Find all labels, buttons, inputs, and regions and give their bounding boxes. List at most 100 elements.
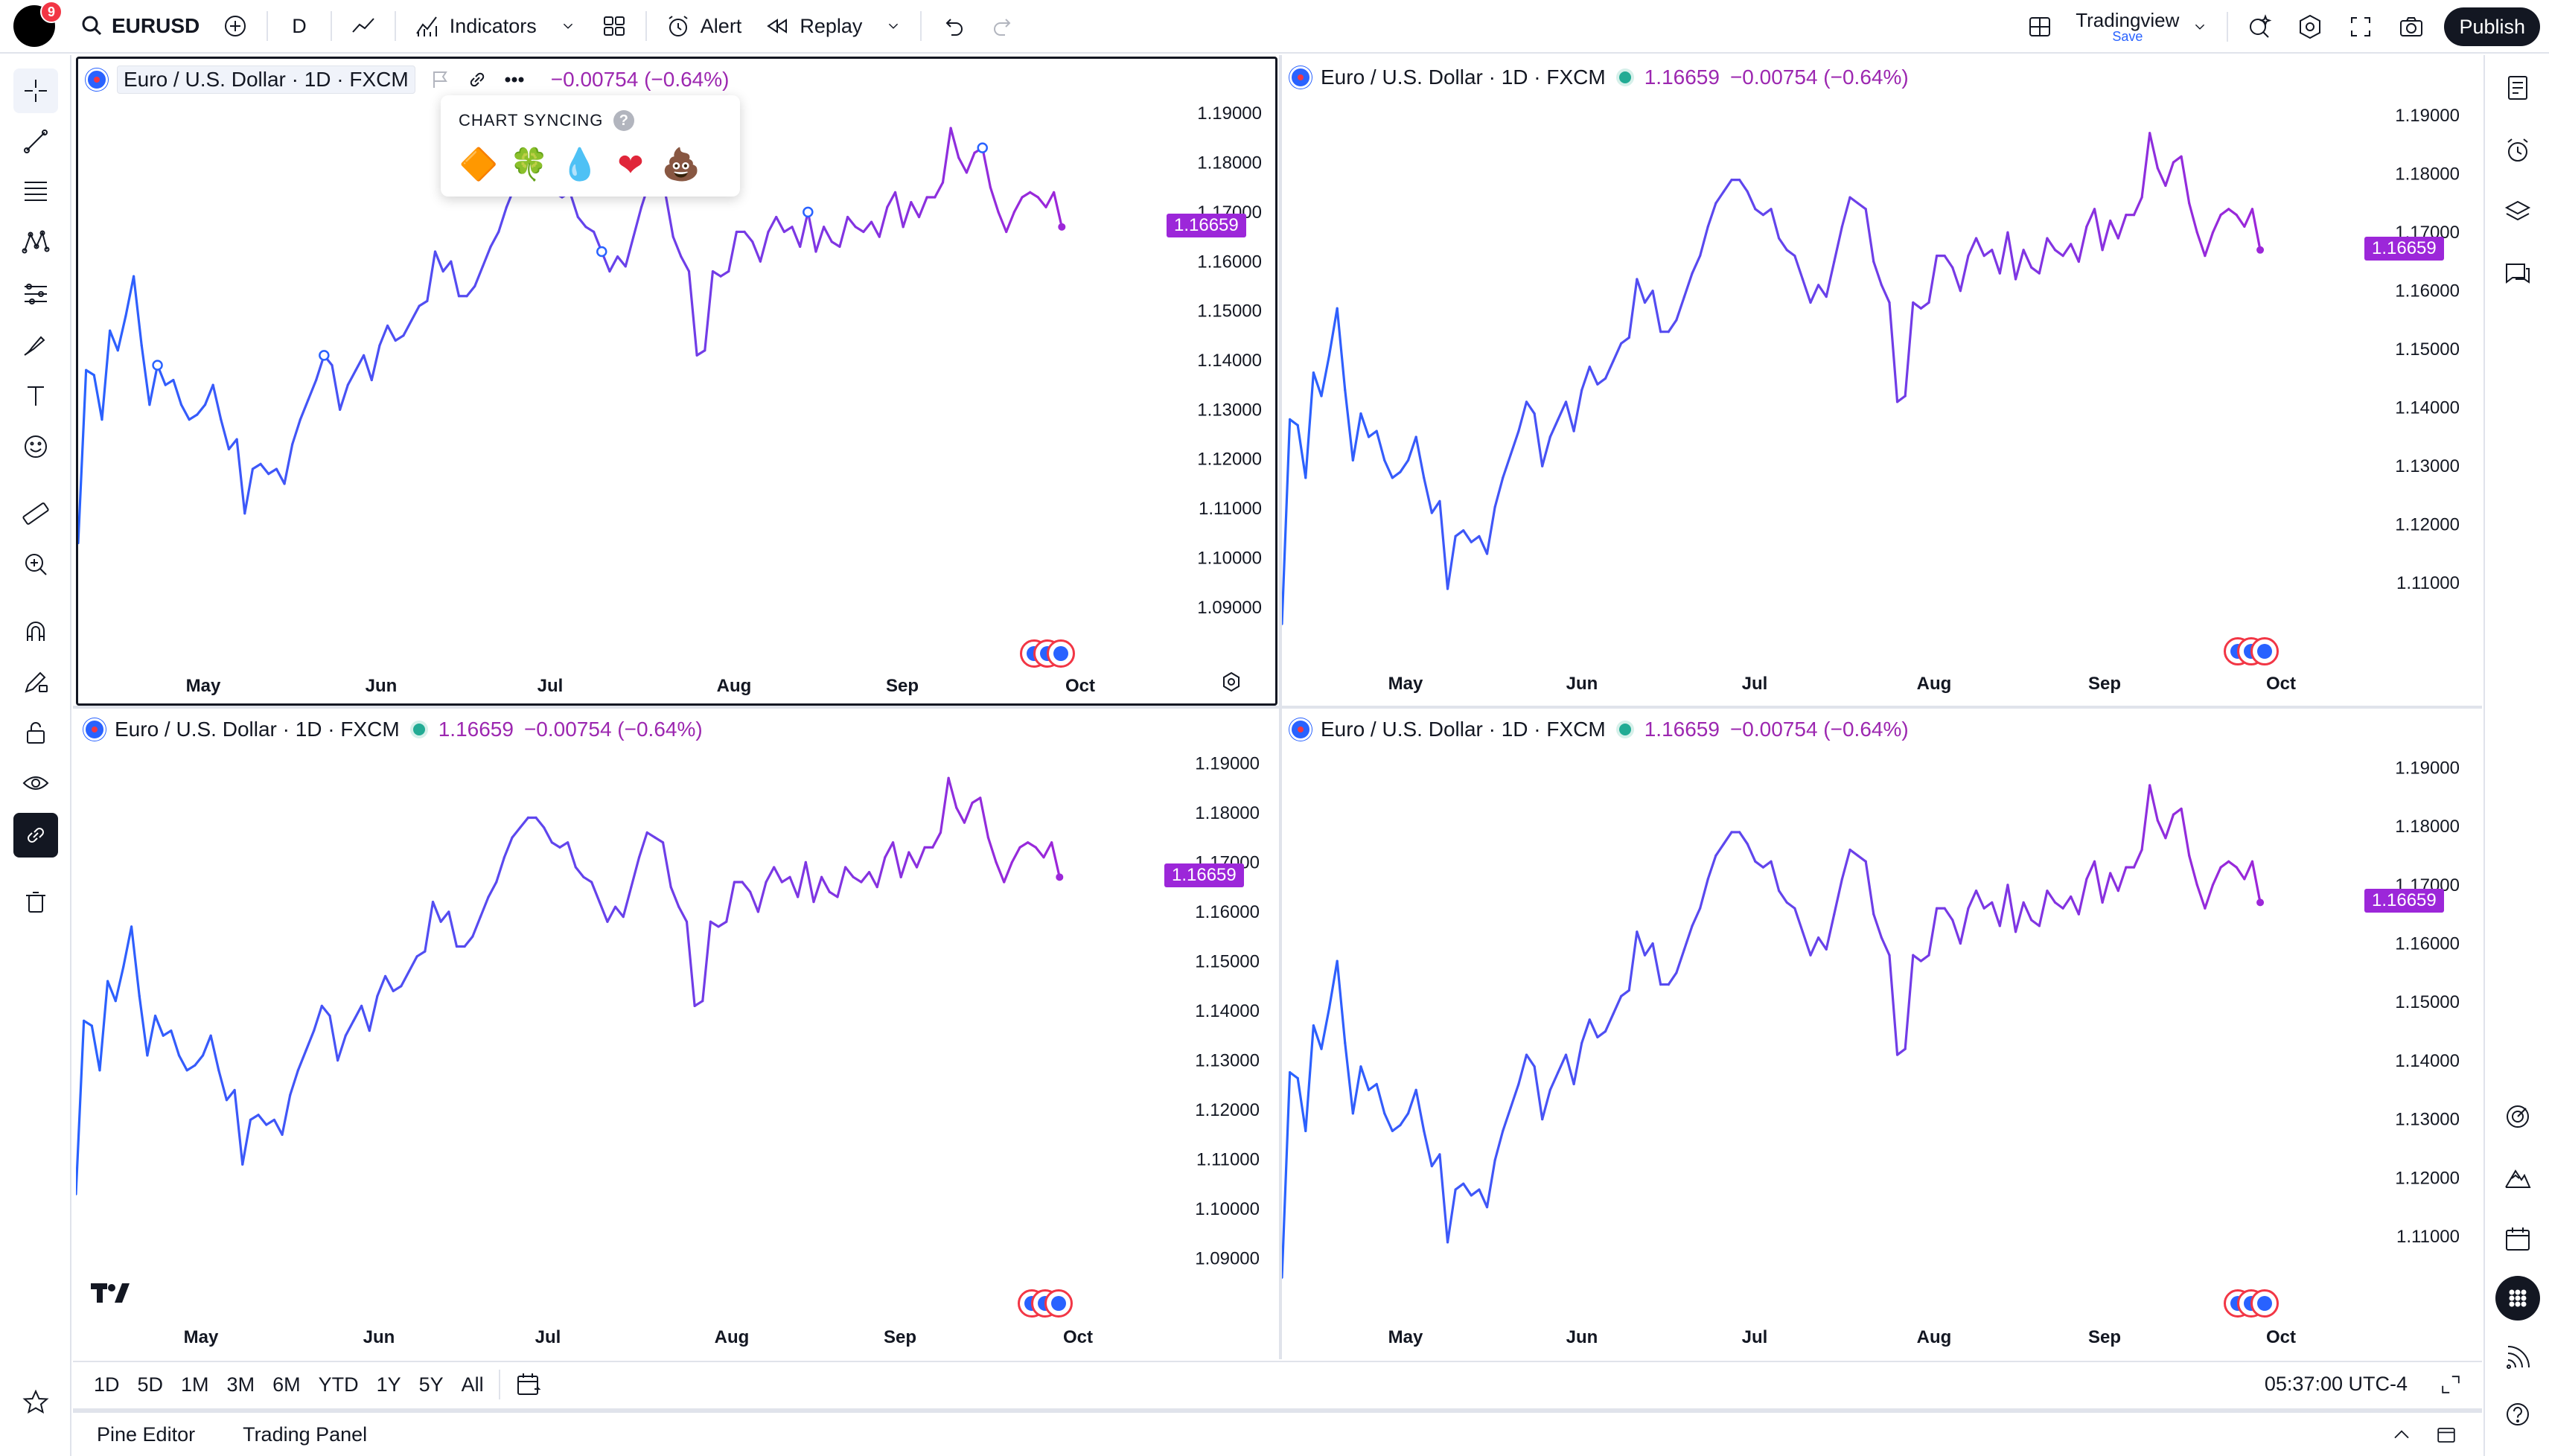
currency-flags-icon[interactable] — [1020, 639, 1087, 669]
link-icon[interactable] — [466, 68, 488, 91]
series-title[interactable]: Euro / U.S. Dollar · 1D · FXCM — [115, 718, 400, 741]
more-icon[interactable] — [503, 68, 526, 91]
chart-settings-icon[interactable] — [1223, 671, 1240, 692]
sync-group-droplet[interactable]: 💧 — [560, 146, 600, 182]
range-5d[interactable]: 5D — [137, 1373, 164, 1396]
magnet-tool[interactable] — [13, 609, 58, 654]
redo-button[interactable] — [978, 5, 1029, 47]
favorites-tool[interactable] — [13, 1380, 58, 1425]
currency-flags-icon[interactable] — [2224, 637, 2291, 667]
chart-type-button[interactable] — [338, 5, 389, 47]
help-icon[interactable]: ? — [613, 110, 635, 131]
brush-tool[interactable] — [13, 323, 58, 368]
user-avatar[interactable]: 9 — [13, 1, 63, 47]
tab-pine-editor[interactable]: Pine Editor — [97, 1423, 196, 1446]
lock-drawings-tool[interactable] — [13, 710, 58, 755]
measure-tool[interactable] — [13, 491, 58, 536]
snapshot-button[interactable] — [2386, 6, 2437, 48]
drawing-anchor-point[interactable] — [977, 142, 988, 153]
replay-button[interactable]: Replay — [752, 5, 872, 47]
trend-line-tool[interactable] — [13, 119, 58, 164]
undo-button[interactable] — [928, 5, 978, 47]
drawing-anchor-point[interactable] — [319, 350, 330, 361]
help-button[interactable] — [2495, 1392, 2540, 1437]
price-segment — [116, 314, 127, 352]
chart-pane-4[interactable]: Euro / U.S. Dollar · 1D · FXCM 1.16659 −… — [1282, 709, 2482, 1359]
chart-pane-2[interactable]: Euro / U.S. Dollar · 1D · FXCM 1.16659 −… — [1282, 57, 2482, 706]
ideas-button[interactable] — [2495, 1094, 2540, 1139]
replay-dropdown[interactable] — [872, 5, 914, 47]
range-6m[interactable]: 6M — [272, 1373, 301, 1396]
streams-button[interactable] — [2495, 1335, 2540, 1380]
range-ytd[interactable]: YTD — [318, 1373, 359, 1396]
timezone-clock[interactable]: 05:37:00 UTC-4 — [2264, 1373, 2408, 1395]
range-1m[interactable]: 1M — [181, 1373, 209, 1396]
chevron-up-icon[interactable] — [2388, 1420, 2415, 1450]
indicators-dropdown[interactable] — [547, 5, 589, 47]
publish-button[interactable]: Publish — [2444, 7, 2540, 46]
fib-retracement-tool[interactable] — [13, 168, 58, 213]
range-1y[interactable]: 1Y — [376, 1373, 401, 1396]
compare-symbol-button[interactable] — [210, 5, 261, 47]
price-chart[interactable]: 1.190001.180001.170001.160001.150001.140… — [76, 709, 1279, 1359]
flag-icon[interactable] — [429, 68, 451, 91]
drawing-anchor-point[interactable] — [596, 246, 607, 258]
range-1d[interactable]: 1D — [94, 1373, 120, 1396]
price-chart[interactable]: 1.190001.180001.170001.160001.150001.140… — [78, 59, 1277, 706]
tab-trading-panel[interactable]: Trading Panel — [243, 1423, 368, 1446]
calendar-button[interactable] — [2495, 1216, 2540, 1261]
price-chart[interactable]: 1.190001.180001.170001.160001.150001.140… — [1282, 709, 2482, 1359]
pine-scripts-button[interactable] — [2495, 1155, 2540, 1200]
range-5y[interactable]: 5Y — [418, 1373, 444, 1396]
maximize-panel-icon[interactable] — [2433, 1420, 2460, 1450]
series-title[interactable]: Euro / U.S. Dollar · 1D · FXCM — [117, 66, 415, 94]
crosshair-tool[interactable] — [13, 68, 58, 113]
series-title[interactable]: Euro / U.S. Dollar · 1D · FXCM — [1321, 66, 1606, 89]
bottom-panel-tabs: Pine Editor Trading Panel — [73, 1408, 2482, 1456]
calendar-goto-icon[interactable] — [514, 1370, 543, 1399]
tradingview-logo-icon[interactable] — [91, 1283, 130, 1303]
interval-button[interactable]: D — [274, 5, 325, 47]
series-change: −0.00754 (−0.64%) — [523, 718, 703, 741]
layout-name-button[interactable]: Tradingview Save — [2065, 6, 2221, 48]
settings-button[interactable] — [2285, 6, 2335, 48]
layout-templates-button[interactable] — [589, 5, 639, 47]
series-title[interactable]: Euro / U.S. Dollar · 1D · FXCM — [1321, 718, 1606, 741]
sync-group-heart[interactable]: ❤ — [617, 146, 644, 183]
sync-group-poop[interactable]: 💩 — [661, 146, 701, 182]
drawing-anchor-point[interactable] — [803, 206, 814, 218]
indicators-button[interactable]: Indicators — [402, 5, 547, 47]
select-layout-button[interactable] — [2014, 6, 2065, 48]
currency-flags-icon[interactable] — [1018, 1289, 1085, 1319]
forecasting-tool[interactable] — [13, 271, 58, 316]
drawing-anchor-point[interactable] — [152, 360, 163, 371]
quick-search-button[interactable] — [2234, 6, 2285, 48]
sync-drawings-tool[interactable] — [13, 813, 58, 858]
price-axis-label: 1.19000 — [2395, 106, 2460, 126]
fullscreen-button[interactable] — [2335, 6, 2386, 48]
sync-group-clover[interactable]: 🍀 — [509, 146, 549, 182]
pane-divider-horizontal[interactable] — [73, 706, 2482, 709]
emoji-tool[interactable] — [13, 424, 58, 469]
sync-group-orange-diamond[interactable]: 🔶 — [459, 146, 499, 182]
watchlist-button[interactable] — [2495, 66, 2540, 110]
alerts-panel-button[interactable] — [2495, 128, 2540, 173]
symbol-search-button[interactable]: EURUSD — [67, 5, 210, 47]
expand-icon[interactable] — [2437, 1371, 2464, 1398]
stay-in-drawing-mode-tool[interactable] — [13, 660, 58, 704]
remove-drawings-tool[interactable] — [13, 880, 58, 925]
object-tree-button[interactable] — [2495, 189, 2540, 234]
alert-button[interactable]: Alert — [653, 5, 753, 47]
chats-button[interactable] — [2495, 252, 2540, 296]
pattern-tool[interactable] — [13, 220, 58, 265]
price-segment — [2022, 249, 2033, 269]
zoom-tool[interactable] — [13, 542, 58, 587]
range-3m[interactable]: 3M — [226, 1373, 255, 1396]
range-all[interactable]: All — [461, 1373, 484, 1396]
hide-drawings-tool[interactable] — [13, 761, 58, 805]
currency-flags-icon[interactable] — [2224, 1289, 2291, 1319]
text-tool[interactable] — [13, 374, 58, 418]
price-chart[interactable]: 1.190001.180001.170001.160001.150001.140… — [1282, 57, 2482, 706]
chart-pane-3[interactable]: Euro / U.S. Dollar · 1D · FXCM 1.16659 −… — [76, 709, 1279, 1359]
apps-button[interactable] — [2495, 1276, 2540, 1321]
